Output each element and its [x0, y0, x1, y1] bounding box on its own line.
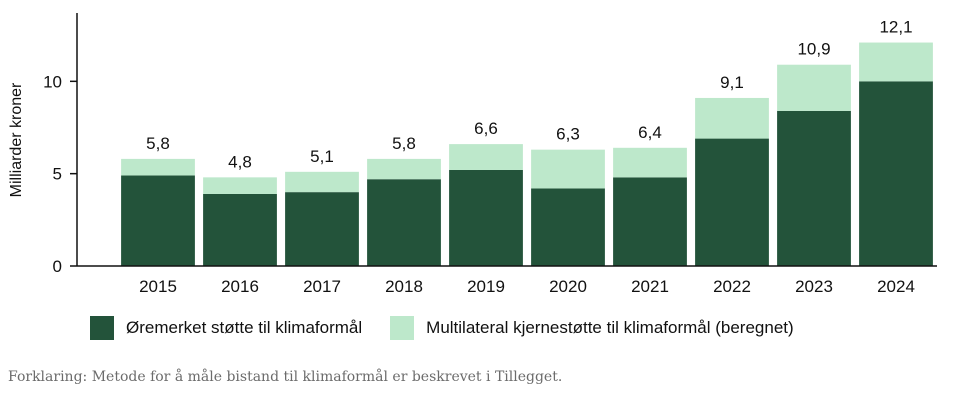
bar-multilateral-2016 [203, 177, 277, 194]
total-labels: 5,8 4,8 5,1 5,8 6,6 6,3 6,4 9,1 10,9 12,1 [146, 18, 912, 172]
bar-multilateral-2018 [367, 158, 441, 180]
x-tick-label-2022: 2022 [713, 277, 751, 296]
bar-earmarked-2016 [203, 193, 277, 266]
footnote: Forklaring: Metode for å måle bistand ti… [8, 369, 563, 385]
total-label-2020: 6,3 [556, 125, 580, 144]
total-label-2016: 4,8 [228, 152, 252, 171]
legend-label-multilateral: Multilateral kjernestøtte til klimaformå… [426, 318, 794, 337]
x-tick-label-2017: 2017 [303, 277, 341, 296]
legend-item-earmarked: Øremerket støtte til klimaformål [90, 316, 362, 340]
bar-earmarked-2022 [695, 138, 769, 266]
bar-earmarked-2018 [367, 179, 441, 266]
bar-earmarked-2021 [613, 177, 687, 266]
legend-label-earmarked: Øremerket støtte til klimaformål [126, 318, 363, 337]
bar-multilateral-2015 [121, 158, 195, 176]
bar-earmarked-2017 [285, 192, 359, 266]
bar-earmarked-2015 [121, 175, 195, 266]
bar-multilateral-2022 [695, 97, 769, 139]
x-tick-label-2024: 2024 [877, 277, 915, 296]
total-label-2015: 5,8 [146, 134, 170, 153]
y-axis-ticks: 0 5 10 [43, 72, 77, 276]
bars [121, 42, 933, 267]
bar-multilateral-2023 [777, 64, 851, 111]
x-tick-label-2018: 2018 [385, 277, 423, 296]
bar-multilateral-2017 [285, 171, 359, 193]
legend: Øremerket støtte til klimaformål Multila… [90, 316, 822, 340]
bar-earmarked-2024 [859, 81, 933, 267]
bar-earmarked-2020 [531, 188, 605, 266]
bar-multilateral-2024 [859, 42, 933, 82]
bar-multilateral-2020 [531, 149, 605, 189]
x-tick-label-2020: 2020 [549, 277, 587, 296]
total-label-2018: 5,8 [392, 134, 416, 153]
stacked-bar-chart: Milliarder kroner 0 5 10 5,8 4,8 5,1 5,8 6,6 6,… [8, 13, 937, 296]
x-axis-ticks: 2015 2016 2017 2018 2019 2020 2021 2022 2023 2024 [139, 277, 915, 296]
x-tick-label-2016: 2016 [221, 277, 259, 296]
total-label-2024: 12,1 [879, 18, 912, 37]
total-label-2019: 6,6 [474, 119, 498, 138]
x-tick-label-2023: 2023 [795, 277, 833, 296]
bar-multilateral-2021 [613, 147, 687, 178]
y-tick-label-5: 5 [53, 165, 62, 184]
bar-earmarked-2023 [777, 110, 851, 266]
total-label-2023: 10,9 [797, 40, 830, 59]
x-tick-label-2015: 2015 [139, 277, 177, 296]
y-tick-label-10: 10 [43, 72, 62, 91]
total-label-2017: 5,1 [310, 147, 334, 166]
x-tick-label-2019: 2019 [467, 277, 505, 296]
total-label-2021: 6,4 [638, 123, 662, 142]
legend-item-multilateral: Multilateral kjernestøtte til klimaformå… [390, 316, 794, 340]
bar-multilateral-2019 [449, 144, 523, 170]
y-tick-label-0: 0 [53, 257, 62, 276]
total-label-2022: 9,1 [720, 73, 744, 92]
x-tick-label-2021: 2021 [631, 277, 669, 296]
legend-swatch-multilateral [390, 316, 415, 340]
bar-earmarked-2019 [449, 169, 523, 266]
legend-swatch-earmarked [90, 316, 114, 340]
y-axis-label: Milliarder kroner [8, 82, 25, 197]
